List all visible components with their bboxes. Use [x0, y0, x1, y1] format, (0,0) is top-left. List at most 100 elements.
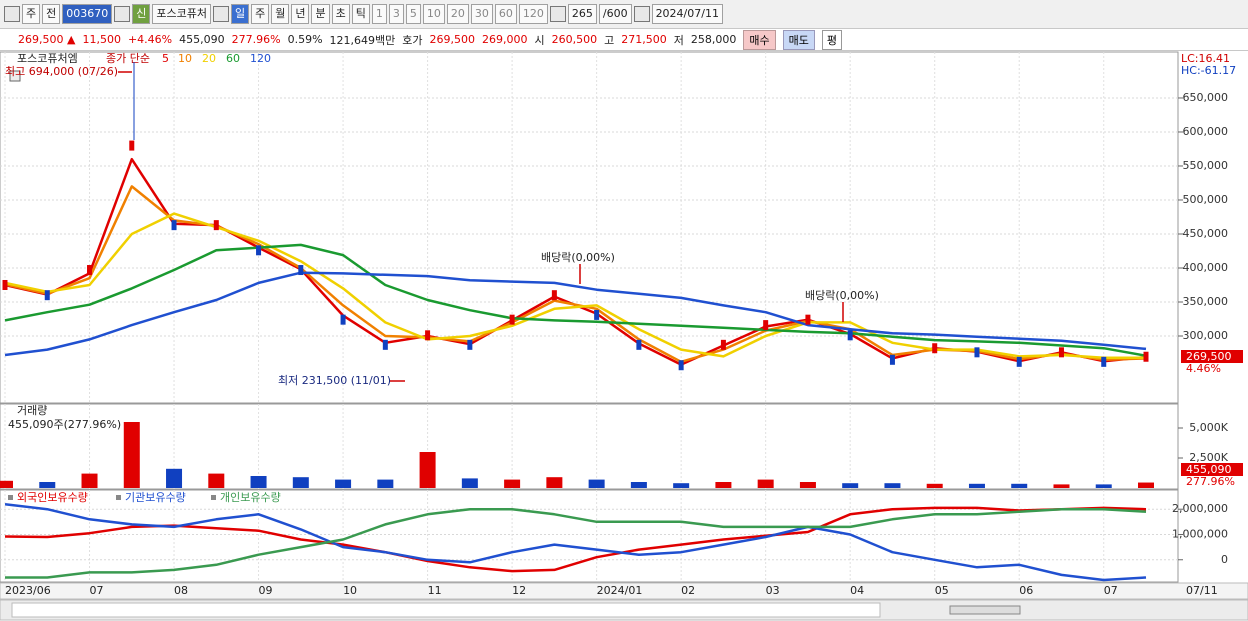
- legend-entry: 120: [250, 52, 271, 65]
- quote-item: 455,090: [179, 33, 225, 46]
- volume-badge-label: 455,090: [1186, 463, 1232, 476]
- price-badge: [1181, 350, 1243, 363]
- legend-entry: 20: [202, 52, 216, 65]
- candle: [129, 140, 135, 151]
- candle: [1058, 347, 1064, 358]
- toolbar-button[interactable]: 초: [331, 4, 350, 24]
- volume-bar: [757, 479, 774, 488]
- annotation: 배당락(0,00%): [805, 289, 879, 302]
- candle: [847, 330, 853, 341]
- volume-bar: [250, 476, 267, 488]
- y-tick-label: 2,500K: [1189, 451, 1228, 464]
- quote-bar: 269,500 ▲ 11,500 +4.46% 455,090 277.96% 0.59%…: [0, 29, 1248, 51]
- toolbar-button[interactable]: /600: [598, 4, 632, 24]
- volume-bar: [588, 479, 605, 488]
- price-badge-label: 269,500: [1186, 350, 1232, 363]
- chart-body: 2023/06 07 08 09 10 11 12 2024/01 02 03 04 05 06 07 07…: [0, 51, 1248, 621]
- volume-bar: [715, 482, 732, 488]
- quote-item: 269,500: [429, 33, 476, 46]
- volume-badge: [1181, 463, 1243, 476]
- legend-marker: [8, 495, 13, 500]
- toolbar-button[interactable]: 265: [567, 4, 597, 24]
- toolbar-button[interactable]: 120: [518, 4, 548, 24]
- x-tick-label: 07: [90, 584, 104, 597]
- candle: [678, 360, 684, 371]
- legend-marker: [211, 495, 216, 500]
- legend-entry: 10: [178, 52, 192, 65]
- candle: [382, 339, 388, 350]
- candle: [425, 330, 431, 341]
- toolbar-button[interactable]: 3: [388, 4, 404, 24]
- legend-entry: 개인보유수량: [220, 491, 281, 504]
- volume-bar: [546, 477, 563, 488]
- icon[interactable]: [212, 6, 229, 22]
- scroll-track[interactable]: [11, 602, 881, 618]
- candle: [932, 343, 938, 354]
- quote-button[interactable]: 평: [821, 29, 843, 50]
- legend-marker: [116, 495, 121, 500]
- icon[interactable]: [9, 70, 21, 82]
- x-tick-label: 12: [512, 584, 526, 597]
- x-tick-label: 02: [681, 584, 695, 597]
- x-tick-label: 06: [1019, 584, 1033, 597]
- x-tick-label: 05: [935, 584, 949, 597]
- toolbar-button[interactable]: 전: [42, 4, 61, 24]
- toolbar-button[interactable]: 10: [422, 4, 445, 24]
- volume-bar: [842, 483, 859, 488]
- volume-bar: [461, 478, 478, 488]
- y-tick-label: 300,000: [1183, 329, 1229, 342]
- panel-title: 거래량: [17, 404, 47, 417]
- icon[interactable]: [633, 6, 650, 22]
- toolbar-button[interactable]: 주: [22, 4, 41, 24]
- toolbar-button[interactable]: 30: [470, 4, 493, 24]
- quote-item: 호가: [402, 33, 423, 47]
- candle: [298, 265, 304, 276]
- icon[interactable]: [549, 6, 566, 22]
- x-tick-label: 2023/06: [5, 584, 51, 597]
- volume-bar: [208, 473, 225, 488]
- toolbar-button[interactable]: 월: [271, 4, 290, 24]
- candle: [551, 290, 557, 301]
- x-tick-label: 07: [1104, 584, 1118, 597]
- icon[interactable]: [114, 6, 131, 22]
- y-tick-label: 600,000: [1183, 125, 1229, 138]
- toolbar-button[interactable]: 20: [446, 4, 469, 24]
- toolbar-button[interactable]: 일: [230, 4, 250, 24]
- toolbar-button[interactable]: 2024/07/11: [651, 4, 723, 24]
- candle: [87, 265, 93, 276]
- chart: 2023/06 07 08 09 10 11 12 2024/01 02 03 04 05 06 07 07…: [0, 51, 1248, 621]
- volume-bar: [968, 483, 985, 488]
- candle: [213, 220, 219, 231]
- toolbar-button[interactable]: 틱: [351, 4, 370, 24]
- toolbar-button[interactable]: 분: [311, 4, 330, 24]
- toolbar-button[interactable]: 년: [291, 4, 310, 24]
- scroll-thumb[interactable]: [949, 605, 1021, 615]
- series-line: [5, 507, 1147, 579]
- x-tick-label: 11: [428, 584, 442, 597]
- toolbar-button[interactable]: 포스코퓨처: [152, 4, 211, 24]
- quote-button[interactable]: 매수: [743, 29, 776, 50]
- volume-bar: [166, 468, 183, 488]
- toolbar-button[interactable]: 003670: [62, 4, 113, 24]
- panel-subtitle: 455,090주(277.96%): [8, 418, 121, 431]
- x-tick-label: 04: [850, 584, 864, 597]
- toolbar-button[interactable]: 1: [371, 4, 387, 24]
- volume-bar: [504, 479, 521, 488]
- icon[interactable]: [4, 6, 20, 22]
- y-tick-label: 550,000: [1183, 159, 1229, 172]
- volume-bar: [419, 452, 436, 488]
- toolbar-button[interactable]: 신: [132, 4, 151, 24]
- volume-bar: [292, 477, 309, 488]
- quote-item: 277.96%: [231, 33, 281, 46]
- legend-entry: 기관보유수량: [125, 491, 186, 504]
- volume-bar: [630, 482, 647, 488]
- volume-bar: [673, 483, 690, 488]
- toolbar-button[interactable]: 주: [251, 4, 270, 24]
- toolbar-button[interactable]: 60: [494, 4, 517, 24]
- quote-button[interactable]: 매도: [782, 29, 815, 50]
- quote-item: +4.46%: [127, 33, 173, 46]
- toolbar-button[interactable]: 5: [405, 4, 421, 24]
- candle: [889, 354, 895, 365]
- volume-bar: [799, 482, 816, 488]
- candle: [2, 279, 8, 290]
